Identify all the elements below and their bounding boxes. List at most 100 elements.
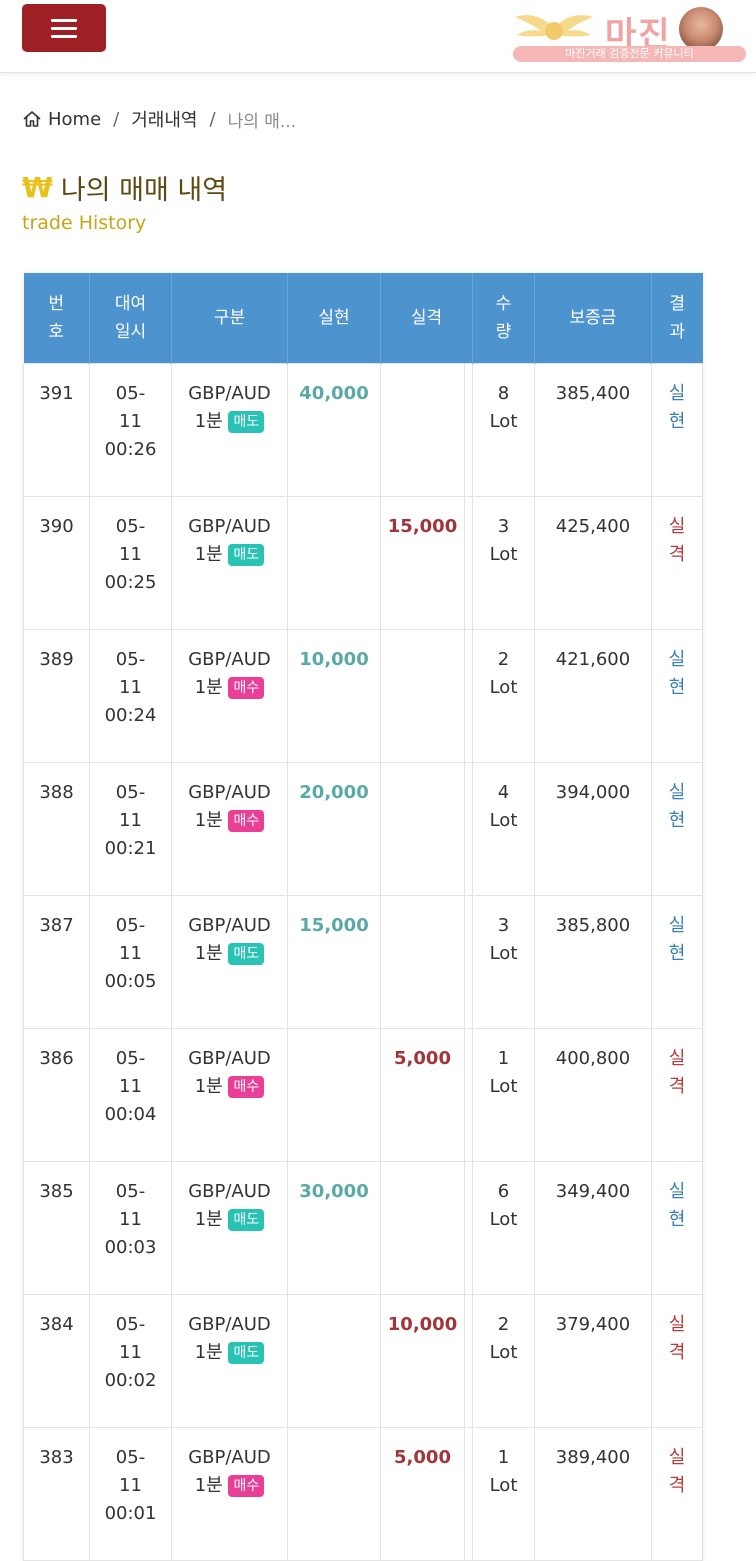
period-label: 1분 (194, 1209, 223, 1230)
breadcrumb-section-link[interactable]: 거래내역 (131, 110, 198, 131)
table-row[interactable]: 385 05- 11 00:03 GBP/AUD 1분 매도 30,000 6 Lot 34… (23, 1161, 703, 1295)
cell-realized (287, 1028, 381, 1162)
side-badge: 매도 (228, 544, 265, 566)
table-row[interactable]: 383 05- 11 00:01 GBP/AUD 1분 매수 5,000 1 Lot 389… (23, 1427, 703, 1561)
side-badge: 매도 (228, 411, 265, 433)
cell-result: 실 현 (651, 363, 703, 497)
cell-number: 383 (23, 1427, 90, 1561)
table-row[interactable]: 389 05- 11 00:24 GBP/AUD 1분 매수 10,000 2 Lot 42… (23, 629, 703, 763)
breadcrumb: Home / 거래내역 / 나의 매... (22, 106, 296, 132)
breadcrumb-current: 나의 매... (227, 111, 297, 132)
header-number: 번 호 (23, 273, 90, 364)
table-row[interactable]: 384 05- 11 00:02 GBP/AUD 1분 매도 10,000 2 Lot 37… (23, 1294, 703, 1428)
cell-disqualified (380, 363, 465, 497)
cell-gap (464, 895, 473, 1029)
cell-deposit: 389,400 (534, 1427, 652, 1561)
top-header: 마진 마진거래 검증전문 커뮤니티 (0, 0, 756, 73)
cell-number: 390 (23, 496, 90, 630)
table-row[interactable]: 386 05- 11 00:04 GBP/AUD 1분 매수 5,000 1 Lot 400… (23, 1028, 703, 1162)
cell-quantity: 2 Lot (472, 1294, 535, 1428)
cell-type: GBP/AUD 1분 매수 (171, 629, 288, 763)
cell-date: 05- 11 00:26 (89, 363, 172, 497)
cell-disqualified (380, 629, 465, 763)
wings-logo-icon (515, 15, 593, 40)
cell-quantity: 3 Lot (472, 895, 535, 1029)
header-type: 구분 (171, 273, 288, 364)
cell-deposit: 385,400 (534, 363, 652, 497)
cell-disqualified (380, 1161, 465, 1295)
cell-deposit: 394,000 (534, 762, 652, 896)
cell-disqualified: 5,000 (380, 1427, 465, 1561)
cell-result: 실 격 (651, 1028, 703, 1162)
cell-gap (464, 363, 473, 497)
cell-realized (287, 1294, 381, 1428)
cell-quantity: 1 Lot (472, 1028, 535, 1162)
menu-button[interactable] (22, 4, 106, 52)
cell-date: 05- 11 00:01 (89, 1427, 172, 1561)
period-label: 1분 (194, 411, 223, 432)
cell-realized (287, 1427, 381, 1561)
pair-label: GBP/AUD (188, 1447, 271, 1468)
cell-result: 실 현 (651, 1161, 703, 1295)
hamburger-icon-bar (51, 26, 77, 30)
cell-disqualified: 10,000 (380, 1294, 465, 1428)
breadcrumb-separator: / (113, 108, 120, 130)
won-icon: ₩ (22, 171, 53, 204)
cell-deposit: 421,600 (534, 629, 652, 763)
pair-label: GBP/AUD (188, 1181, 271, 1202)
table-row[interactable]: 388 05- 11 00:21 GBP/AUD 1분 매수 20,000 4 Lot 39… (23, 762, 703, 896)
cell-result: 실 격 (651, 1294, 703, 1428)
cell-number: 388 (23, 762, 90, 896)
cell-date: 05- 11 00:25 (89, 496, 172, 630)
cell-date: 05- 11 00:02 (89, 1294, 172, 1428)
side-badge: 매수 (228, 1076, 265, 1098)
cell-deposit: 379,400 (534, 1294, 652, 1428)
cell-gap (464, 629, 473, 763)
cell-result: 실 격 (651, 496, 703, 630)
cell-realized: 30,000 (287, 1161, 381, 1295)
table-row[interactable]: 390 05- 11 00:25 GBP/AUD 1분 매도 15,000 3 Lot 42… (23, 496, 703, 630)
cell-number: 384 (23, 1294, 90, 1428)
pair-label: GBP/AUD (188, 915, 271, 936)
cell-disqualified (380, 762, 465, 896)
cell-realized: 40,000 (287, 363, 381, 497)
period-label: 1분 (194, 943, 223, 964)
cell-quantity: 1 Lot (472, 1427, 535, 1561)
cell-type: GBP/AUD 1분 매수 (171, 1028, 288, 1162)
period-label: 1분 (194, 544, 223, 565)
cell-disqualified: 15,000 (380, 496, 465, 630)
side-badge: 매도 (228, 1342, 265, 1364)
cell-quantity: 4 Lot (472, 762, 535, 896)
cell-realized (287, 496, 381, 630)
cell-result: 실 격 (651, 1427, 703, 1561)
pair-label: GBP/AUD (188, 782, 271, 803)
header-date: 대여 일시 (89, 273, 172, 364)
header-realized: 실현 (287, 273, 381, 364)
header-result: 결 과 (651, 273, 703, 364)
cell-date: 05- 11 00:21 (89, 762, 172, 896)
table-row[interactable]: 391 05- 11 00:26 GBP/AUD 1분 매도 40,000 8 Lot 38… (23, 363, 703, 497)
cell-deposit: 425,400 (534, 496, 652, 630)
header-disqualified: 실격 (380, 273, 473, 364)
table-row[interactable]: 387 05- 11 00:05 GBP/AUD 1분 매도 15,000 3 Lot 38… (23, 895, 703, 1029)
cell-gap (464, 1294, 473, 1428)
pair-label: GBP/AUD (188, 516, 271, 537)
header-deposit: 보증금 (534, 273, 652, 364)
cell-date: 05- 11 00:24 (89, 629, 172, 763)
trade-history-table: 번 호 대여 일시 구분 실현 실격 수 량 보증금 결 과 391 05- 11… (23, 273, 703, 1561)
cell-deposit: 400,800 (534, 1028, 652, 1162)
site-logo[interactable]: 마진 마진거래 검증전문 커뮤니티 (513, 5, 746, 63)
period-label: 1분 (194, 677, 223, 698)
cell-number: 385 (23, 1161, 90, 1295)
cell-date: 05- 11 00:03 (89, 1161, 172, 1295)
avatar (679, 7, 723, 51)
cell-quantity: 2 Lot (472, 629, 535, 763)
cell-type: GBP/AUD 1분 매도 (171, 895, 288, 1029)
side-badge: 매도 (228, 943, 265, 965)
page-title-text: 나의 매매 내역 (60, 175, 228, 206)
cell-type: GBP/AUD 1분 매수 (171, 762, 288, 896)
cell-quantity: 8 Lot (472, 363, 535, 497)
breadcrumb-home-link[interactable]: Home (48, 108, 102, 130)
pair-label: GBP/AUD (188, 1314, 271, 1335)
cell-result: 실 현 (651, 762, 703, 896)
